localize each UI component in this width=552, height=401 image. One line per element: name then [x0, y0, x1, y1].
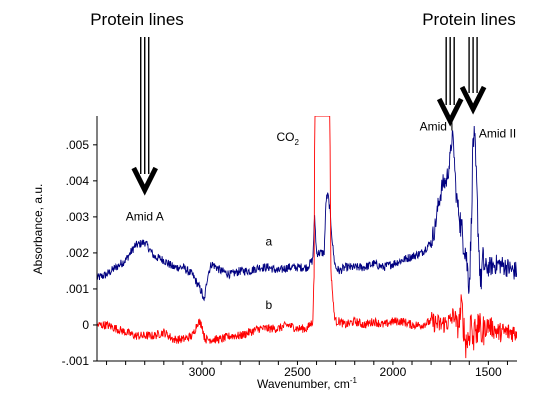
series-line-a: [97, 125, 517, 302]
annotation-label: Amid A: [126, 209, 164, 223]
y-tick-label: .001: [66, 282, 90, 296]
annotation-label: Amid I: [420, 119, 454, 133]
x-axis-label: Wavenumber, cm-1: [257, 376, 358, 391]
y-tick-label: .004: [66, 174, 90, 188]
callout-arrow: [131, 37, 158, 196]
callout-arrow: [459, 37, 487, 115]
annotation-label: Amid II: [479, 127, 516, 141]
y-tick-label: .002: [66, 246, 90, 260]
annotation-label: CO2: [276, 130, 299, 147]
callout-protein-lines: Protein lines: [422, 10, 516, 29]
x-tick-label: 1500: [475, 365, 502, 379]
callout-arrow: [436, 37, 464, 127]
y-tick-label: .003: [66, 210, 90, 224]
y-tick-label: -.001: [62, 354, 90, 368]
x-tick-label: 3000: [189, 365, 216, 379]
annotation-label: a: [265, 235, 272, 249]
y-tick-label: 0: [82, 318, 89, 332]
y-tick-label: .005: [66, 138, 90, 152]
x-tick-label: 2500: [284, 365, 311, 379]
annotation-label: b: [265, 298, 272, 312]
series-line-b: [97, 116, 517, 359]
y-axis-label: Absorbance, a.u.: [31, 184, 45, 275]
callout-protein-lines: Protein lines: [90, 10, 184, 29]
x-tick-label: 2000: [380, 365, 407, 379]
